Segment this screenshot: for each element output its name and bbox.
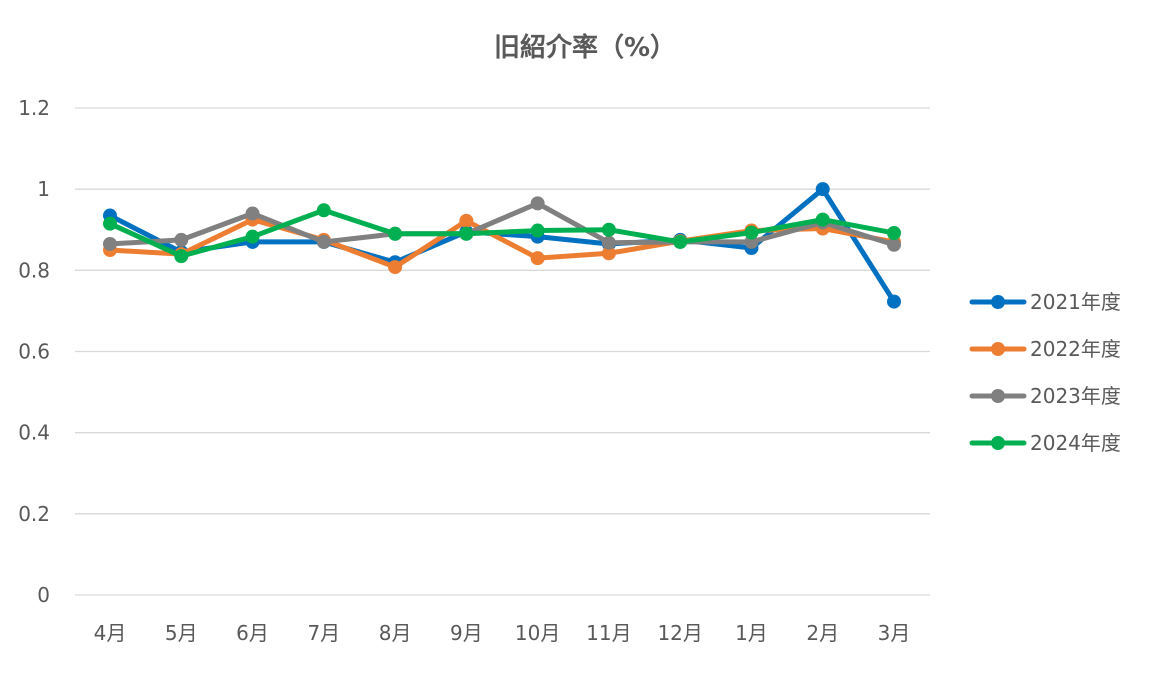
legend-label: 2024年度 bbox=[1030, 431, 1121, 455]
data-point bbox=[388, 226, 403, 241]
legend-item: 2024年度 bbox=[969, 431, 1121, 455]
data-point bbox=[459, 226, 474, 241]
legend-swatch-marker bbox=[991, 389, 1005, 403]
data-point bbox=[245, 206, 260, 221]
series-4 bbox=[103, 203, 901, 264]
y-axis-ticks: 0 0.2 0.4 0.6 0.8 1 1.2 bbox=[18, 96, 50, 607]
data-point bbox=[601, 235, 616, 250]
y-tick-label: 0.4 bbox=[18, 421, 50, 445]
data-point bbox=[744, 225, 759, 240]
legend-swatch-marker bbox=[991, 342, 1005, 356]
series-line bbox=[107, 207, 897, 259]
y-tick-label: 0.6 bbox=[18, 340, 50, 364]
data-point bbox=[601, 222, 616, 237]
data-point bbox=[673, 234, 688, 249]
series-line bbox=[107, 200, 897, 248]
data-point bbox=[103, 236, 117, 251]
data-point bbox=[388, 260, 403, 275]
gridlines bbox=[75, 107, 930, 596]
x-axis-ticks: 4月 5月 6月 7月 8月 9月 10月 11月 12月 1月 2月 3月 bbox=[94, 621, 911, 645]
legend-label: 2023年度 bbox=[1030, 384, 1121, 408]
y-tick-label: 0.8 bbox=[18, 258, 50, 282]
y-tick-label: 1 bbox=[37, 177, 50, 201]
x-tick-label: 12月 bbox=[657, 621, 702, 645]
data-point bbox=[103, 216, 117, 231]
x-tick-label: 10月 bbox=[515, 621, 560, 645]
x-tick-label: 4月 bbox=[94, 621, 127, 645]
y-tick-label: 0.2 bbox=[18, 502, 50, 526]
legend-swatch-marker bbox=[991, 436, 1005, 450]
x-tick-label: 11月 bbox=[586, 621, 631, 645]
legend-item: 2023年度 bbox=[969, 384, 1121, 408]
series-lines bbox=[103, 182, 901, 309]
data-point bbox=[530, 223, 545, 238]
legend: 2021年度 2022年度 2023年度 2024年度 bbox=[969, 290, 1121, 455]
x-tick-label: 2月 bbox=[806, 621, 839, 645]
legend-label: 2021年度 bbox=[1030, 290, 1121, 314]
data-point bbox=[174, 249, 189, 264]
y-tick-label: 1.2 bbox=[18, 96, 50, 120]
data-point bbox=[887, 294, 901, 309]
data-point bbox=[887, 237, 901, 252]
x-tick-label: 1月 bbox=[735, 621, 768, 645]
x-tick-label: 5月 bbox=[165, 621, 198, 645]
data-point bbox=[887, 225, 901, 240]
data-point bbox=[459, 213, 474, 228]
y-tick-label: 0 bbox=[37, 583, 50, 607]
x-tick-label: 3月 bbox=[878, 621, 911, 645]
chart-title: 旧紹介率（%） bbox=[494, 32, 676, 63]
data-point bbox=[316, 203, 331, 218]
data-point bbox=[601, 246, 616, 261]
legend-label: 2022年度 bbox=[1030, 337, 1121, 361]
data-point bbox=[174, 232, 189, 247]
data-point bbox=[530, 251, 545, 266]
x-tick-label: 7月 bbox=[307, 621, 340, 645]
x-tick-label: 6月 bbox=[236, 621, 269, 645]
x-tick-label: 9月 bbox=[450, 621, 483, 645]
legend-item: 2022年度 bbox=[969, 337, 1121, 361]
legend-item: 2021年度 bbox=[969, 290, 1121, 314]
data-point bbox=[815, 182, 830, 197]
legend-swatch-marker bbox=[991, 295, 1005, 309]
x-tick-label: 8月 bbox=[379, 621, 412, 645]
data-point bbox=[245, 229, 260, 244]
data-point bbox=[530, 196, 545, 211]
data-point bbox=[815, 212, 830, 227]
data-point bbox=[316, 234, 331, 249]
